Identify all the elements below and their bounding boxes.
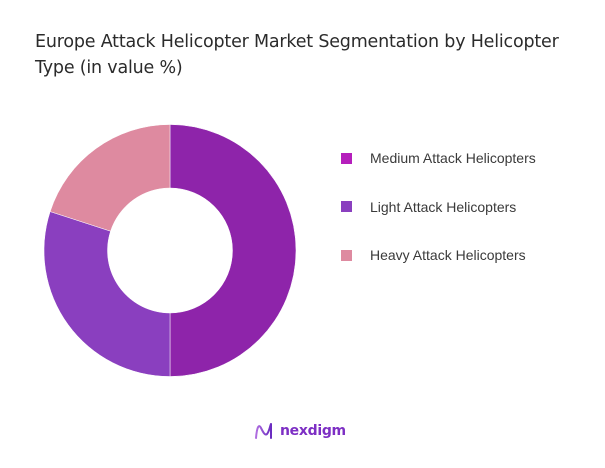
donut-slice-medium[interactable] [169,124,297,377]
logo-text: nexdigm [280,423,346,439]
donut-slices [43,124,297,377]
legend-swatch-medium [341,152,352,164]
donut-slice-light[interactable] [43,211,171,377]
legend-item-medium[interactable]: Medium Attack Helicopters [341,146,536,170]
legend-swatch-light [341,201,352,212]
nexdigm-wave-logo-icon [255,423,272,439]
legend-label: Medium Attack Helicopters [370,150,536,166]
legend-item-light[interactable]: Light Attack Helicopters [341,195,536,219]
legend-label: Light Attack Helicopters [370,198,517,215]
donut-slice-heavy[interactable] [49,124,171,232]
legend-label: Heavy Attack Helicopters [370,247,526,263]
chart-title: Europe Attack Helicopter Market Segmenta… [35,32,559,78]
legend-item-heavy[interactable]: Heavy Attack Helicopters [341,243,536,267]
chart-legend: Medium Attack Helicopters Light Attack H… [341,146,536,292]
legend-swatch-heavy [341,249,352,261]
nexdigm-logo: nexdigm [254,422,346,440]
